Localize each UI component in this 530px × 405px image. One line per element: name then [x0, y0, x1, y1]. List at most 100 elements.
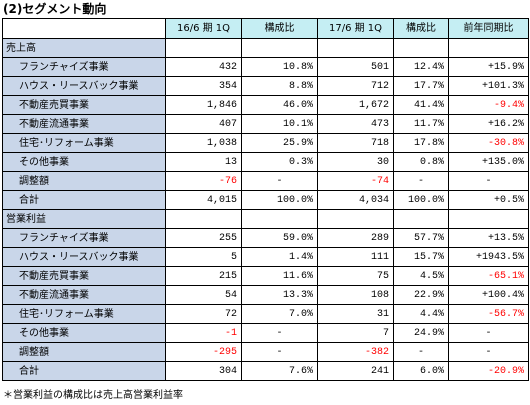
cell-r1: 0.3% [241, 152, 318, 172]
cell-v1: 407 [165, 114, 242, 134]
header-16-6-1q: 16/6 期 1Q [165, 18, 242, 39]
cell-r2: - [393, 171, 449, 191]
cell-v2: -74 [317, 171, 394, 191]
cell-v2: 111 [317, 247, 394, 267]
cell-yoy: -56.7% [448, 304, 529, 324]
table-row: その他事業 -1-7 24.9% - [2, 323, 529, 343]
cell-r1: - [241, 171, 318, 191]
page-title: (2)セグメント動向 [3, 2, 107, 16]
cell-r1: - [241, 342, 318, 362]
cell-r1: 59.0% [241, 228, 318, 248]
table-row: 不動産流通事業 54 13.3% 108 22.9% +100.4% [2, 285, 529, 305]
header-ratio-1: 構成比 [241, 18, 318, 39]
segment-table-body: 16/6 期 1Q 構成比 17/6 期 1Q 構成比 前年同期比 売上高 フラン… [2, 18, 529, 381]
cell-v2: 501 [317, 57, 394, 77]
cell-v2: 718 [317, 133, 394, 153]
section-row: 営業利益 [2, 209, 529, 229]
cell-v1: 354 [165, 76, 242, 96]
cell-r1: 11.6% [241, 266, 318, 286]
cell-r2: 17.8% [393, 133, 449, 153]
row-label: 住宅･リフォーム事業 [2, 304, 166, 324]
table-row: 不動産流通事業 407 10.1% 473 11.7% +16.2% [2, 114, 529, 134]
cell-yoy: -9.4% [448, 95, 529, 115]
section-empty-cell [317, 38, 394, 58]
table-row: フランチャイズ事業 255 59.0% 289 57.7% +13.5% [2, 228, 529, 248]
cell-v1: -76 [165, 171, 242, 191]
cell-r2: 15.7% [393, 247, 449, 267]
cell-yoy: +101.3% [448, 76, 529, 96]
row-label: 合計 [2, 361, 166, 381]
row-label: フランチャイズ事業 [2, 228, 166, 248]
cell-v1: 1,846 [165, 95, 242, 115]
cell-r2: 57.7% [393, 228, 449, 248]
row-label: その他事業 [2, 323, 166, 343]
cell-yoy: +15.9% [448, 57, 529, 77]
cell-yoy: +13.5% [448, 228, 529, 248]
section-empty-cell [393, 209, 449, 229]
section-empty-cell [241, 209, 318, 229]
cell-r2: 6.0% [393, 361, 449, 381]
cell-r1: 1.4% [241, 247, 318, 267]
section-label: 営業利益 [2, 209, 166, 229]
cell-r1: 25.9% [241, 133, 318, 153]
row-label: 住宅･リフォーム事業 [2, 133, 166, 153]
cell-v2: 75 [317, 266, 394, 286]
row-label: ハウス・リースバック事業 [2, 247, 166, 267]
cell-v2: 108 [317, 285, 394, 305]
table-row: ハウス・リースバック事業 354 8.8% 712 17.7% +101.3% [2, 76, 529, 96]
segment-table: 16/6 期 1Q 構成比 17/6 期 1Q 構成比 前年同期比 売上高 フラン… [2, 18, 529, 381]
cell-r2: 4.4% [393, 304, 449, 324]
table-row: 合計 304 7.6% 241 6.0% -20.9% [2, 361, 529, 381]
cell-v2: 241 [317, 361, 394, 381]
row-label: 不動産流通事業 [2, 285, 166, 305]
section-empty-cell [448, 38, 529, 58]
cell-v1: 255 [165, 228, 242, 248]
table-row: ハウス・リースバック事業 5 1.4% 111 15.7% +1943.5% [2, 247, 529, 267]
cell-v2: 7 [317, 323, 394, 343]
header-row: 16/6 期 1Q 構成比 17/6 期 1Q 構成比 前年同期比 [2, 18, 529, 39]
cell-v1: -295 [165, 342, 242, 362]
header-ratio-2: 構成比 [393, 18, 449, 39]
cell-r2: 4.5% [393, 266, 449, 286]
cell-r2: 17.7% [393, 76, 449, 96]
section-label: 売上高 [2, 38, 166, 58]
cell-v2: 473 [317, 114, 394, 134]
cell-r1: 10.1% [241, 114, 318, 134]
cell-r2: 12.4% [393, 57, 449, 77]
table-row: 住宅･リフォーム事業 72 7.0% 31 4.4% -56.7% [2, 304, 529, 324]
row-label: 合計 [2, 190, 166, 210]
row-label: フランチャイズ事業 [2, 57, 166, 77]
cell-r2: 0.8% [393, 152, 449, 172]
section-empty-cell [241, 38, 318, 58]
section-empty-cell [165, 209, 242, 229]
cell-r1: 10.8% [241, 57, 318, 77]
cell-r1: 13.3% [241, 285, 318, 305]
row-label: その他事業 [2, 152, 166, 172]
cell-r1: - [241, 323, 318, 343]
row-label: 不動産売買事業 [2, 95, 166, 115]
cell-v2: 1,672 [317, 95, 394, 115]
cell-yoy: +16.2% [448, 114, 529, 134]
section-empty-cell [165, 38, 242, 58]
section-empty-cell [448, 209, 529, 229]
cell-r2: 100.0% [393, 190, 449, 210]
cell-yoy: - [448, 342, 529, 362]
cell-yoy: +0.5% [448, 190, 529, 210]
header-17-6-1q: 17/6 期 1Q [317, 18, 394, 39]
cell-r1: 7.0% [241, 304, 318, 324]
cell-yoy: +135.0% [448, 152, 529, 172]
cell-yoy: +1943.5% [448, 247, 529, 267]
cell-yoy: - [448, 323, 529, 343]
cell-yoy: -30.8% [448, 133, 529, 153]
cell-v1: 432 [165, 57, 242, 77]
cell-yoy: +100.4% [448, 285, 529, 305]
cell-yoy: -65.1% [448, 266, 529, 286]
section-row: 売上高 [2, 38, 529, 58]
table-row: フランチャイズ事業 432 10.8% 501 12.4% +15.9% [2, 57, 529, 77]
row-label: 不動産流通事業 [2, 114, 166, 134]
cell-v1: 1,038 [165, 133, 242, 153]
cell-v1: 4,015 [165, 190, 242, 210]
cell-r1: 7.6% [241, 361, 318, 381]
cell-v2: 289 [317, 228, 394, 248]
cell-v2: -382 [317, 342, 394, 362]
